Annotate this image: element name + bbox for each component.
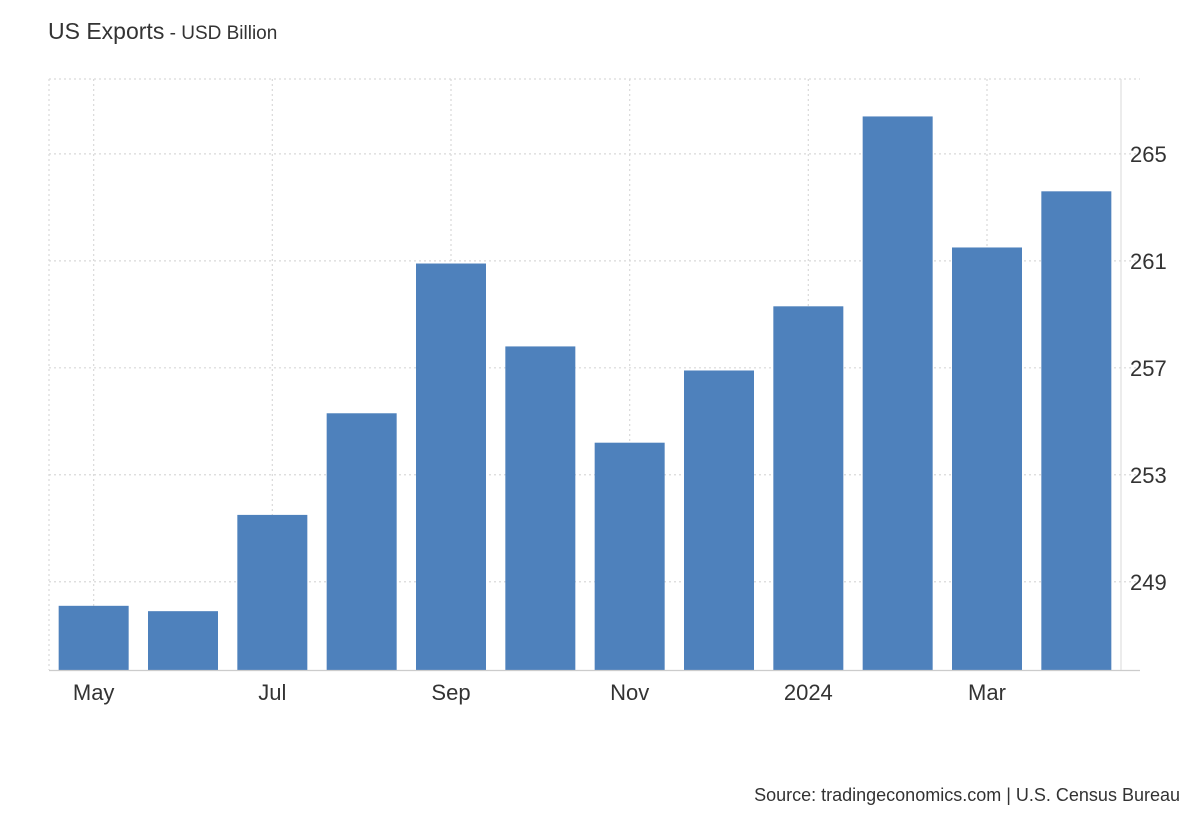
bar-layer xyxy=(58,116,1112,671)
bar-2024-01 xyxy=(773,306,844,670)
y-tick-label: 265 xyxy=(1130,142,1167,167)
x-tick-label: Nov xyxy=(610,680,649,705)
chart-title-unit: USD Billion xyxy=(181,23,278,44)
bar-2023-06 xyxy=(148,611,218,670)
axis-layer: 249 253 257 261 265 May Jul Sep Nov 2024 Mar xyxy=(49,142,1167,705)
bar-2024-04 xyxy=(1041,191,1112,670)
bar-2023-08 xyxy=(326,413,397,670)
chart-title-main: US Exports xyxy=(48,18,165,44)
x-tick-label: Jul xyxy=(258,680,286,705)
y-tick-label: 253 xyxy=(1130,463,1167,488)
x-tick-label: Mar xyxy=(968,680,1006,705)
bar-2023-10 xyxy=(505,346,576,670)
source-divider: | xyxy=(1001,785,1016,805)
source-prefix: Source: xyxy=(754,785,822,805)
bar-2023-07 xyxy=(237,514,308,670)
y-tick-label: 261 xyxy=(1130,249,1167,274)
x-tick-label: Sep xyxy=(431,680,470,705)
bar-2023-05 xyxy=(58,605,129,670)
bar-2023-09 xyxy=(416,263,486,670)
x-tick-label: May xyxy=(73,680,115,705)
y-tick-label: 249 xyxy=(1130,570,1167,595)
chart-title: US Exports - USD Billion xyxy=(48,18,277,45)
source-site[interactable]: tradingeconomics.com xyxy=(821,785,1002,805)
bar-2024-02 xyxy=(862,116,933,671)
x-tick-label: 2024 xyxy=(784,680,833,705)
chart-title-separator: - xyxy=(164,23,182,44)
bar-2024-03 xyxy=(952,247,1022,671)
source-agency: U.S. Census Bureau xyxy=(1015,785,1180,805)
bar-2023-12 xyxy=(684,370,754,670)
source-note: Source: tradingeconomics.com | U.S. Cens… xyxy=(754,785,1180,806)
y-tick-label: 257 xyxy=(1130,356,1167,381)
bar-2023-11 xyxy=(594,442,665,670)
